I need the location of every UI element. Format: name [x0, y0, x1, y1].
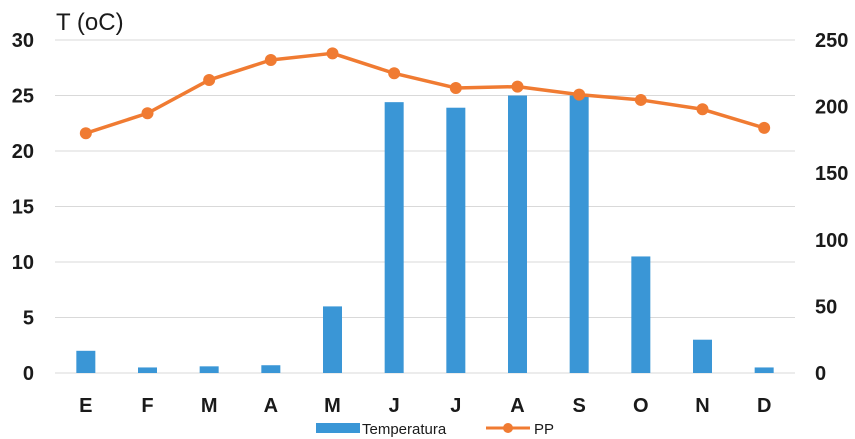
legend-label-temperatura: Temperatura: [362, 421, 447, 438]
left-axis-tick-labels: 0 5 10 15 20 25 30: [12, 30, 34, 385]
bar: [631, 256, 651, 373]
right-axis-tick-label: 200: [815, 97, 848, 119]
bar: [261, 365, 281, 373]
x-axis-tick-label: D: [757, 395, 771, 417]
x-axis-tick-label: F: [141, 395, 153, 417]
left-axis-tick-label: 30: [12, 30, 34, 52]
pp-point: [449, 81, 462, 94]
legend-label-pp: PP: [534, 421, 554, 438]
bar: [323, 306, 342, 373]
pp-point: [141, 107, 154, 120]
x-axis-tick-label: J: [450, 395, 461, 417]
pp-point: [79, 127, 92, 140]
left-axis-tick-label: 25: [12, 86, 34, 108]
left-axis-tick-label: 20: [12, 141, 34, 163]
right-axis-tick-label: 0: [815, 363, 826, 385]
right-axis-tick-label: 150: [815, 163, 848, 185]
x-axis-tick-label: S: [572, 395, 585, 417]
left-axis-label: T (oC): [56, 9, 124, 36]
x-axis-tick-label: N: [695, 395, 709, 417]
x-axis-tick-label: A: [510, 395, 524, 417]
right-axis-tick-label: 50: [815, 296, 837, 318]
pp-point: [758, 121, 771, 134]
legend-swatch-temperatura: [316, 423, 360, 433]
bar: [384, 102, 404, 373]
x-axis-tick-label: M: [201, 395, 218, 417]
left-axis-tick-label: 0: [23, 363, 34, 385]
bar: [508, 95, 527, 373]
legend-marker-pp: [503, 423, 513, 433]
pp-point: [634, 93, 647, 106]
x-axis-tick-label: O: [633, 395, 649, 417]
pp-point: [696, 103, 709, 116]
x-axis-tick-label: M: [324, 395, 341, 417]
bar: [138, 367, 157, 373]
pp-point: [203, 73, 216, 86]
bar: [76, 350, 96, 373]
bar: [693, 339, 712, 373]
line-series-pp: [79, 47, 771, 140]
left-axis-tick-label: 15: [12, 197, 34, 219]
pp-point: [573, 88, 586, 101]
x-axis-tick-label: A: [264, 395, 278, 417]
bar: [754, 367, 774, 373]
pp-point: [511, 80, 524, 93]
x-axis-tick-label: E: [79, 395, 92, 417]
bar: [446, 107, 466, 374]
right-axis-tick-label: 100: [815, 230, 848, 252]
pp-point: [388, 67, 401, 80]
bar: [569, 95, 589, 373]
pp-point: [326, 47, 339, 60]
bar: [199, 366, 219, 373]
pp-point: [264, 53, 277, 66]
bar-series-temperatura: [76, 95, 774, 374]
right-axis-tick-labels: 0 50 100 150 200 250: [815, 30, 848, 385]
pp-line: [85, 51, 765, 135]
right-axis-tick-label: 250: [815, 30, 848, 52]
gridlines: [55, 39, 795, 374]
left-axis-tick-label: 5: [23, 308, 34, 330]
legend: Temperatura PP: [316, 421, 554, 438]
x-axis-tick-label: J: [389, 395, 400, 417]
left-axis-tick-label: 10: [12, 252, 34, 274]
